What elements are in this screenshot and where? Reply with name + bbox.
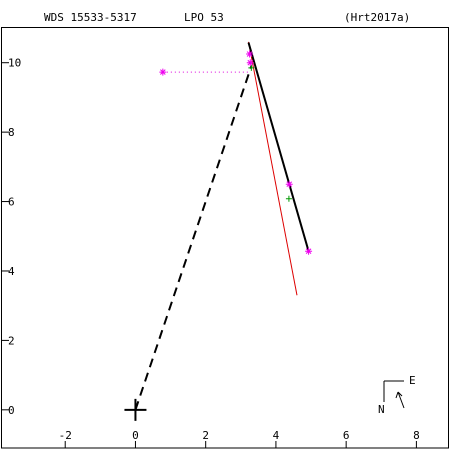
plot-frame: [1, 27, 449, 449]
east-label: E: [409, 374, 416, 387]
designation-label: WDS 15533-5317: [44, 11, 137, 24]
y-tick-label: 0: [8, 404, 15, 417]
north-label: N: [378, 403, 385, 416]
green-point: [248, 64, 255, 71]
x-tick-label: 6: [343, 429, 350, 442]
y-tick-label: 10: [8, 57, 21, 70]
axes: -2 0 2 4 6 8 0 2 4 6 8 10: [2, 57, 420, 448]
motion-arrow-icon: [395, 391, 405, 409]
x-tick-label: 2: [202, 429, 209, 442]
x-tick-label: 8: [413, 429, 420, 442]
y-tick-label: 2: [8, 334, 15, 347]
magenta-point: [246, 50, 254, 58]
magenta-point: [246, 59, 254, 67]
x-tick-label: 4: [273, 429, 280, 442]
red-track-line: [248, 41, 298, 296]
chart-marks: [124, 41, 313, 421]
method-label: LPO 53: [184, 11, 224, 24]
x-tick-label: -2: [59, 429, 72, 442]
reference-label: (Hrt2017a): [344, 11, 410, 24]
orientation-legend: E N: [378, 374, 416, 416]
magenta-point: [159, 68, 167, 76]
solid-track-line: [247, 42, 310, 252]
compass-axes: [383, 380, 404, 402]
dashed-primary-line: [134, 65, 253, 411]
x-tick-label: 0: [132, 429, 139, 442]
primary-cross: [124, 398, 147, 421]
green-point: [285, 195, 292, 202]
magenta-point: [305, 247, 313, 255]
y-tick-label: 8: [8, 126, 15, 139]
y-tick-label: 6: [8, 196, 15, 209]
magenta-point: [285, 180, 293, 188]
y-tick-label: 4: [8, 265, 15, 278]
